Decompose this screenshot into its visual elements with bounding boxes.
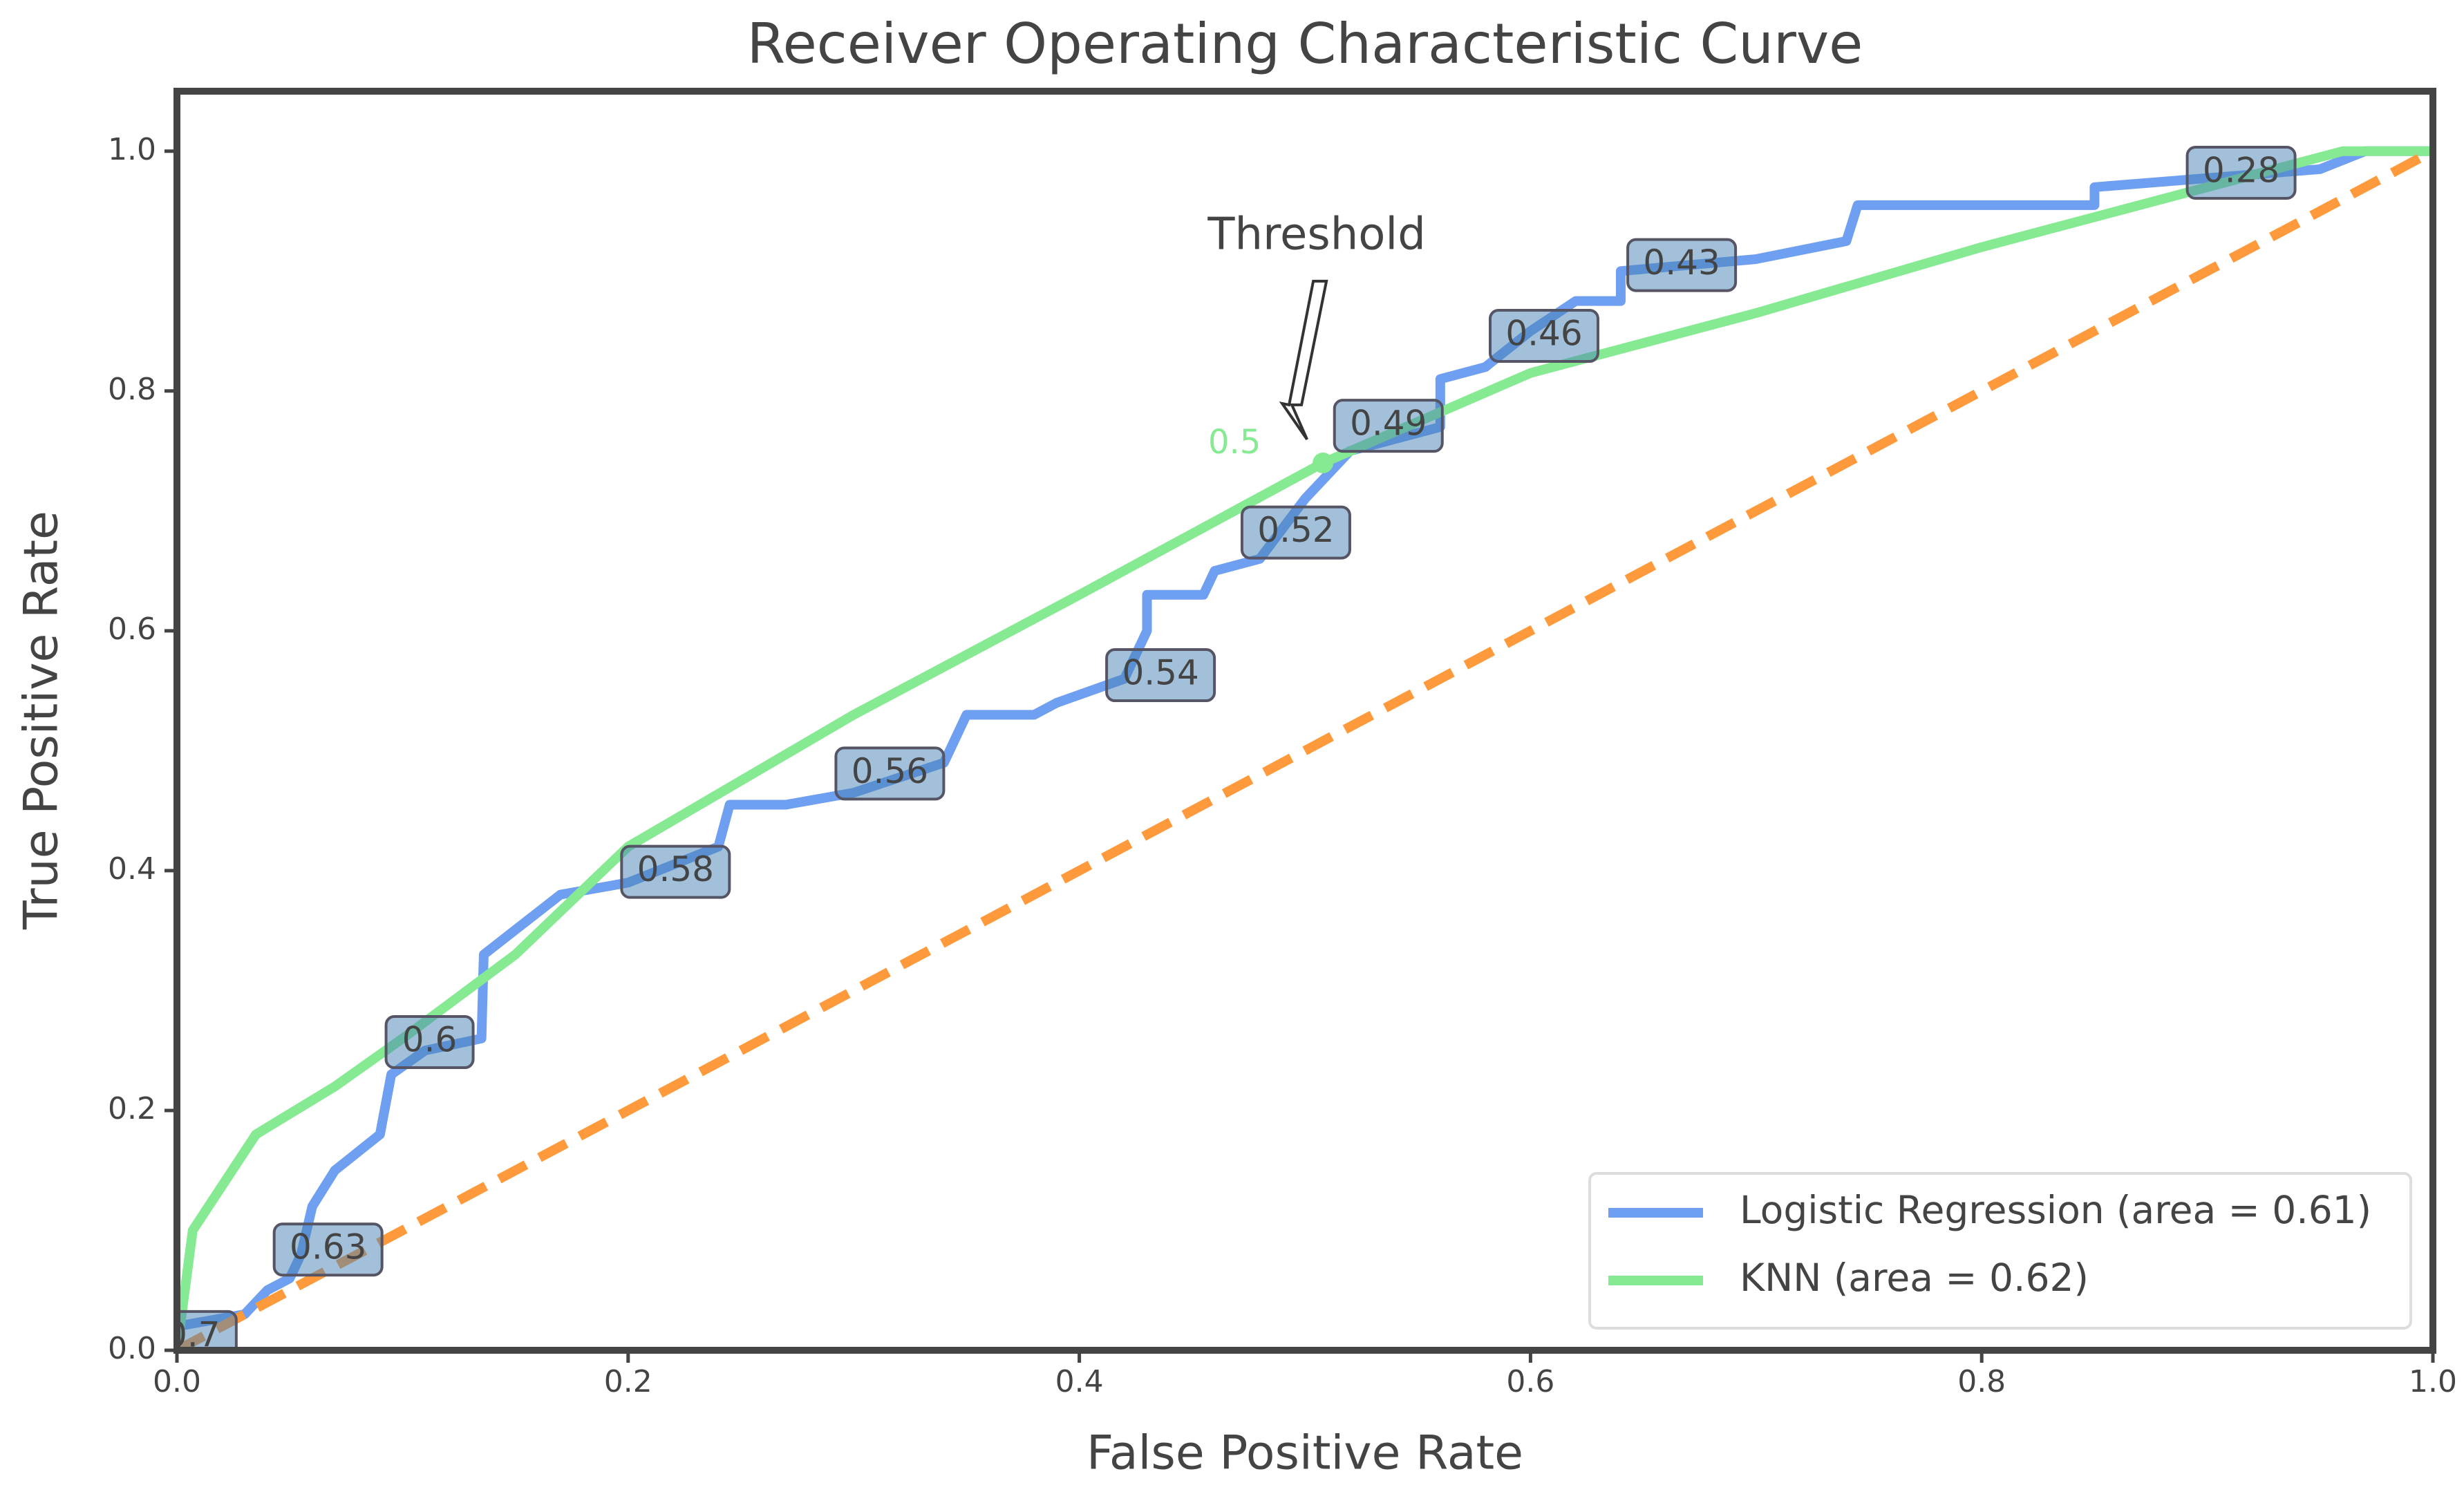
threshold-label: 0.56 bbox=[852, 751, 928, 791]
threshold-box bbox=[177, 1310, 238, 1350]
threshold-box bbox=[1626, 238, 1738, 292]
threshold-box bbox=[620, 844, 731, 899]
x-tick-label: 0.6 bbox=[1506, 1364, 1554, 1399]
legend-label: KNN (area = 0.62) bbox=[1740, 1256, 2089, 1300]
annotation-text: Threshold bbox=[1207, 209, 1425, 261]
threshold-label: 0.63 bbox=[290, 1227, 366, 1267]
threshold-label: 0.46 bbox=[1505, 313, 1582, 353]
threshold-point-label: 0.5 bbox=[1208, 423, 1261, 462]
threshold-box bbox=[1488, 308, 1599, 363]
y-tick-label: 0.0 bbox=[108, 1331, 156, 1366]
diagonal-line bbox=[177, 146, 2433, 1350]
threshold-box bbox=[2185, 145, 2297, 200]
threshold-label: 0.6 bbox=[402, 1020, 458, 1060]
threshold-box bbox=[1105, 648, 1216, 703]
threshold-box bbox=[1240, 505, 1351, 560]
threshold-box bbox=[384, 1015, 475, 1070]
x-tick-label: 0.2 bbox=[604, 1364, 652, 1399]
x-tick-label: 0.8 bbox=[1957, 1364, 2006, 1399]
threshold-label: 0.54 bbox=[1122, 653, 1198, 693]
plot-area: 0.7 0.63 0.6 0.58 0.56 0.54 0.52 0.49 0.46 0.43 0.… bbox=[165, 145, 2433, 1354]
plot-frame bbox=[173, 88, 2436, 1354]
x-tick-label: 0.4 bbox=[1055, 1364, 1104, 1399]
y-tick-label: 0.6 bbox=[108, 612, 156, 647]
y-tick-label: 1.0 bbox=[108, 132, 156, 167]
series-line bbox=[177, 146, 2433, 1350]
x-tick-label: 1.0 bbox=[2409, 1364, 2457, 1399]
threshold-box bbox=[272, 1222, 384, 1277]
threshold-label: 0.49 bbox=[1350, 404, 1427, 444]
x-tick-label: 0.0 bbox=[153, 1364, 201, 1399]
x-axis-label: False Positive Rate bbox=[1087, 1426, 1523, 1481]
threshold-box bbox=[834, 746, 946, 801]
y-axis-label: True Positive Rate bbox=[15, 511, 69, 930]
legend: Logistic Regression (area = 0.61) KNN (ar… bbox=[1588, 1172, 2412, 1330]
threshold-label: 0.58 bbox=[637, 849, 714, 889]
annotation-arrow bbox=[1279, 279, 1328, 441]
threshold-label: 0.43 bbox=[1643, 243, 1720, 283]
threshold-point bbox=[1313, 452, 1334, 473]
threshold-box bbox=[1333, 399, 1444, 453]
y-tick-label: 0.4 bbox=[108, 851, 156, 887]
threshold-label: 0.28 bbox=[2203, 150, 2279, 190]
legend-label: Logistic Regression (area = 0.61) bbox=[1740, 1188, 2371, 1232]
y-tick-label: 0.8 bbox=[108, 372, 156, 407]
threshold-label: 0.52 bbox=[1257, 510, 1334, 550]
legend-box bbox=[1588, 1172, 2412, 1330]
threshold-label: 0.7 bbox=[165, 1314, 220, 1354]
chart-title: Receiver Operating Characteristic Curve bbox=[747, 12, 1863, 76]
y-tick-label: 0.2 bbox=[108, 1091, 156, 1126]
